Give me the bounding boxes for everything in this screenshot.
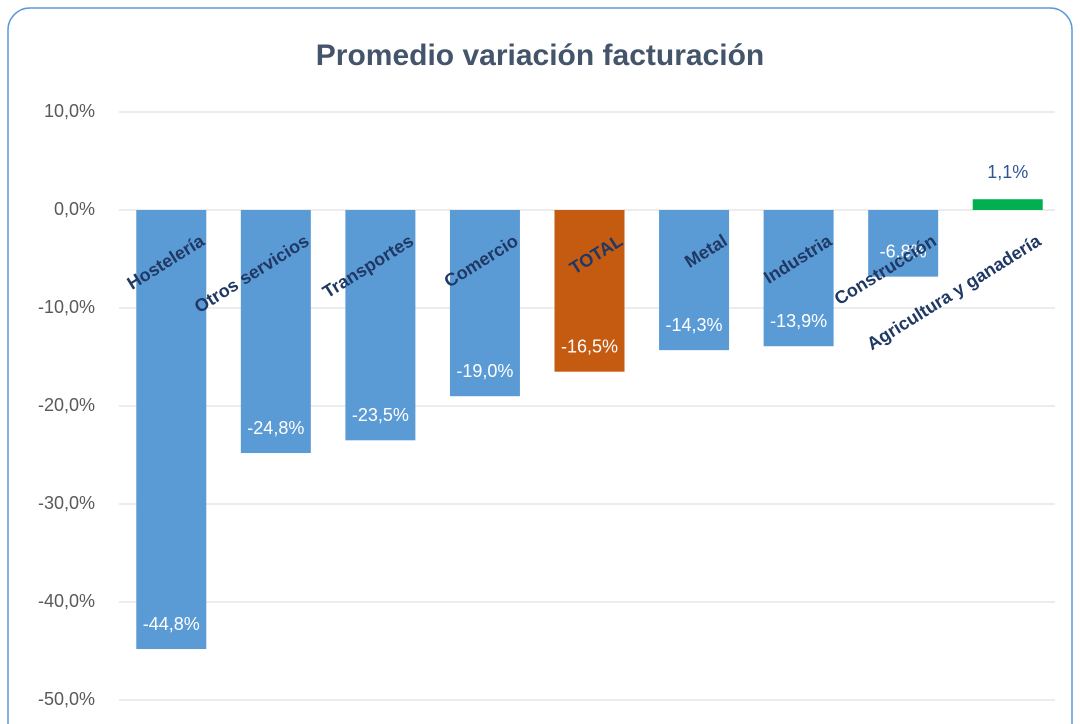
bar [449, 210, 520, 397]
value-label: -14,3% [666, 315, 723, 335]
y-tick-label: 10,0% [44, 101, 95, 121]
y-tick-label: -30,0% [38, 493, 95, 513]
bar [972, 199, 1043, 210]
bar [136, 210, 207, 650]
y-tick-label: 0,0% [54, 199, 95, 219]
y-tick-label: -10,0% [38, 297, 95, 317]
y-tick-label: -20,0% [38, 395, 95, 415]
value-label: 1,1% [987, 162, 1028, 182]
bar [345, 210, 416, 441]
y-tick-label: -40,0% [38, 591, 95, 611]
bar [554, 210, 625, 372]
bar [868, 210, 939, 277]
value-label: -23,5% [352, 405, 409, 425]
chart-border [7, 7, 1073, 724]
value-label: -6,8% [880, 241, 927, 261]
bar [659, 210, 730, 351]
value-label: -44,8% [143, 614, 200, 634]
value-label: -13,9% [770, 311, 827, 331]
value-label: -16,5% [561, 336, 618, 356]
y-tick-label: -50,0% [38, 689, 95, 709]
value-label: -19,0% [456, 361, 513, 381]
value-label: -24,8% [247, 418, 304, 438]
chart-title: Promedio variación facturación [316, 39, 764, 72]
bar [763, 210, 834, 347]
bar [240, 210, 311, 454]
